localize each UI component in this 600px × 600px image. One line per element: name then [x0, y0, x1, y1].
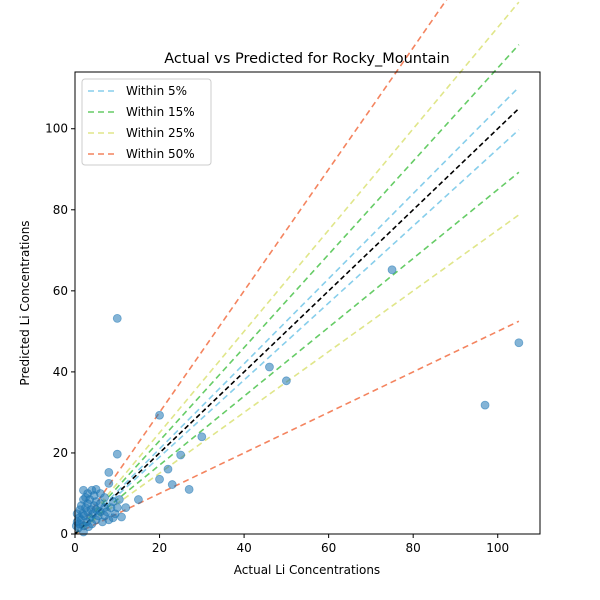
chart-title: Actual vs Predicted for Rocky_Mountain [164, 51, 450, 67]
data-point-57 [155, 474, 164, 484]
identity-line [74, 107, 520, 535]
x-tick-label-0: 0 [71, 541, 79, 555]
data-point-54 [117, 512, 126, 522]
data-point-68 [514, 338, 524, 348]
band-2-lower-line [74, 214, 520, 535]
y-tick-label-20: 20 [53, 446, 68, 460]
data-point-63 [197, 432, 207, 442]
x-axis-label: Actual Li Concentrations [234, 563, 380, 577]
y-tick-label-60: 60 [53, 284, 68, 298]
tolerance-bands [74, 0, 520, 535]
data-point-50 [112, 503, 122, 513]
data-point-51 [112, 449, 122, 459]
x-axis-ticks: 0 20 40 60 80 100 [71, 534, 509, 555]
data-point-60 [167, 480, 177, 489]
x-tick-label-80: 80 [406, 541, 421, 555]
data-point-45 [104, 467, 114, 477]
data-point-41 [100, 493, 109, 502]
data-point-64 [265, 362, 274, 372]
x-tick-label-60: 60 [321, 541, 336, 555]
data-point-62 [184, 485, 194, 494]
band-3-lower-line [74, 320, 520, 535]
data-points [71, 265, 524, 537]
y-tick-label-0: 0 [60, 527, 68, 541]
band-0-upper-line [74, 86, 520, 535]
legend-label-3: Within 50% [126, 147, 195, 161]
y-axis-ticks: 0 20 40 60 80 100 [45, 122, 75, 541]
y-tick-label-40: 40 [53, 365, 68, 379]
y-tick-label-100: 100 [45, 122, 68, 136]
legend: Within 5% Within 15% Within 25% Within 50% [81, 78, 212, 166]
band-2-upper-line [74, 1, 520, 535]
data-point-67 [480, 400, 490, 410]
identity-line-path [74, 107, 520, 535]
legend-label-1: Within 15% [126, 105, 195, 119]
x-tick-label-40: 40 [236, 541, 251, 555]
band-0-lower-line [74, 129, 520, 535]
legend-box [81, 78, 212, 166]
legend-label-0: Within 5% [126, 84, 187, 98]
legend-label-2: Within 25% [126, 126, 195, 140]
data-point-65 [281, 376, 291, 386]
band-1-lower-line [74, 171, 520, 535]
data-point-52 [112, 313, 122, 323]
plot-frame [74, 71, 541, 535]
data-point-61 [176, 450, 186, 460]
data-point-44 [104, 478, 114, 488]
data-point-56 [134, 495, 143, 504]
data-point-53 [114, 495, 124, 504]
data-point-55 [121, 503, 131, 513]
data-point-59 [163, 464, 173, 474]
x-tick-label-100: 100 [486, 541, 509, 555]
y-axis-label: Predicted Li Concentrations [18, 220, 32, 385]
band-1-upper-line [74, 44, 520, 535]
y-tick-label-80: 80 [53, 203, 68, 217]
data-point-66 [387, 265, 397, 275]
data-point-58 [155, 410, 164, 420]
x-tick-label-20: 20 [152, 541, 167, 555]
